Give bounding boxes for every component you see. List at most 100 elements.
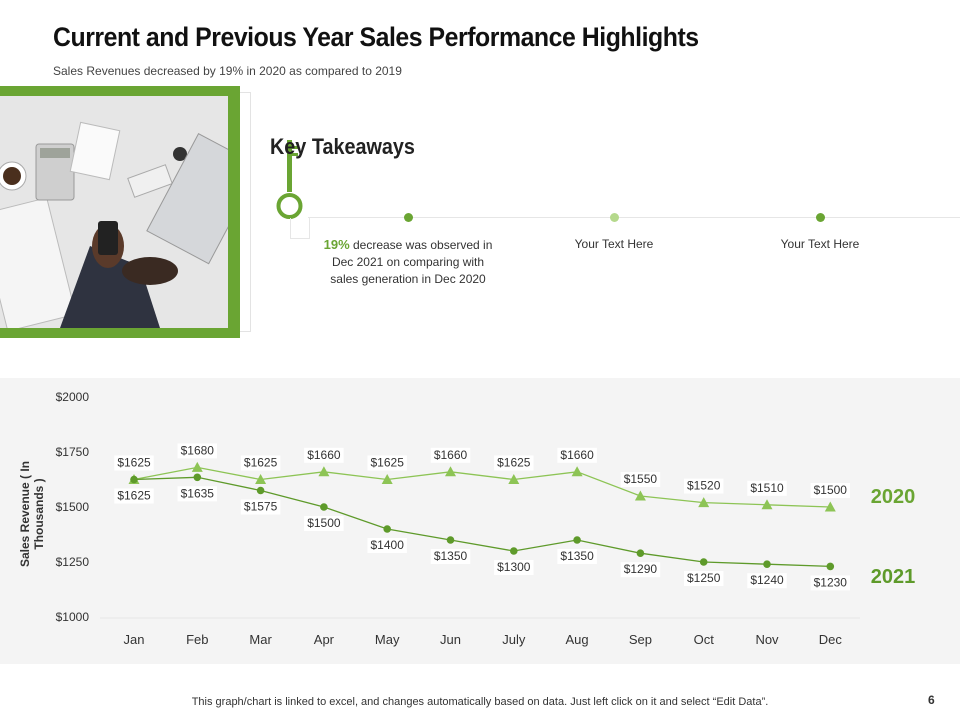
data-label-2020: $1500 <box>814 483 848 497</box>
x-tick-label: May <box>375 632 400 647</box>
data-point-2021 <box>699 558 708 566</box>
data-label-bg <box>240 499 281 515</box>
data-label-2021: $1500 <box>307 516 341 530</box>
data-label-2020: $1510 <box>750 481 784 495</box>
data-point-2021 <box>446 536 455 544</box>
data-point-2020 <box>255 474 267 484</box>
takeaways-title: Key Takeaways <box>270 134 415 159</box>
data-label-2020: $1625 <box>371 456 405 470</box>
takeaway-text-3: Your Text Here <box>780 237 860 251</box>
data-label-2020: $1660 <box>307 448 341 462</box>
key-icon <box>276 140 303 219</box>
x-tick-label: Nov <box>755 632 779 647</box>
data-label-2021: $1300 <box>497 560 531 574</box>
data-point-2020 <box>761 499 773 510</box>
data-label-bg <box>240 455 281 471</box>
y-tick-label: $1250 <box>56 555 90 569</box>
data-point-2021 <box>320 503 328 511</box>
data-point-2020 <box>381 474 393 484</box>
data-point-2020 <box>571 466 583 477</box>
page-title: Current and Previous Year Sales Performa… <box>53 22 699 52</box>
data-label-bg <box>747 573 787 589</box>
takeaway-text-1: 19% decrease was observed in Dec 2021 on… <box>323 237 493 286</box>
x-tick-label: Aug <box>566 632 589 647</box>
data-label-2020: $1625 <box>244 456 278 470</box>
takeaways-divider <box>308 217 960 218</box>
x-tick-label: Dec <box>819 632 843 647</box>
data-label-bg <box>367 455 407 471</box>
takeaways-box <box>290 218 310 239</box>
data-label-2021: $1350 <box>434 549 468 563</box>
data-point-2020 <box>445 466 456 477</box>
data-label-bg <box>177 486 218 502</box>
data-label-2021: $1230 <box>814 575 848 589</box>
data-point-2021 <box>763 560 771 568</box>
chart-background <box>0 378 960 664</box>
x-tick-label: Sep <box>629 632 652 647</box>
x-tick-label: Feb <box>186 632 208 647</box>
x-tick-label: July <box>502 632 526 647</box>
data-label-2021: $1350 <box>560 549 594 563</box>
data-point-2020 <box>191 461 203 472</box>
data-label-2020: $1660 <box>560 448 594 462</box>
data-point-2020 <box>698 497 710 508</box>
x-tick-label: Oct <box>694 632 715 647</box>
takeaway-dot-1 <box>404 213 413 222</box>
data-point-2021 <box>193 473 202 482</box>
data-label-bg <box>620 562 661 578</box>
data-label-2020: $1625 <box>497 456 531 470</box>
data-label-2021: $1250 <box>687 571 721 585</box>
x-tick-label: Apr <box>314 632 335 647</box>
data-label-bg <box>810 575 851 591</box>
data-point-2021 <box>256 486 265 495</box>
takeaway-text-2: Your Text Here <box>574 237 654 251</box>
data-label-bg <box>557 447 597 463</box>
data-label-bg <box>430 447 471 463</box>
data-label-2020: $1680 <box>181 443 215 457</box>
page-number: 6 <box>928 693 935 707</box>
data-label-2021: $1240 <box>750 573 784 587</box>
data-label-bg <box>304 447 344 463</box>
data-label-2021: $1290 <box>624 562 658 576</box>
data-point-2021 <box>573 536 581 544</box>
data-label-bg <box>114 488 154 504</box>
data-label-bg <box>683 478 724 494</box>
data-label-bg <box>494 560 534 575</box>
series-line-2021 <box>133 476 831 568</box>
takeaway-dot-2 <box>610 213 619 222</box>
data-point-2020 <box>824 501 836 512</box>
data-label-bg <box>430 549 471 564</box>
data-label-bg <box>494 455 534 471</box>
data-label-bg <box>683 571 724 586</box>
data-point-2020 <box>318 466 330 477</box>
y-tick-label: $1500 <box>56 500 90 514</box>
data-label-bg <box>747 480 787 496</box>
series-line-2020 <box>133 466 831 508</box>
data-label-2020: $1625 <box>117 456 151 470</box>
data-label-bg <box>177 443 218 459</box>
takeaway-dot-3 <box>816 213 825 222</box>
data-point-2021 <box>510 547 518 555</box>
data-label-2020: $1660 <box>434 448 468 462</box>
data-label-2021: $1635 <box>181 486 215 500</box>
page-subtitle: Sales Revenues decreased by 19% in 2020 … <box>53 64 402 78</box>
y-tick-label: $1750 <box>56 445 90 459</box>
desk-photo <box>0 96 228 328</box>
x-tick-label: Jan <box>124 632 145 647</box>
data-point-2020 <box>634 490 646 501</box>
data-label-2021: $1625 <box>117 489 151 503</box>
data-label-bg <box>557 549 597 564</box>
data-label-2020: $1520 <box>687 479 721 493</box>
x-tick-label: Jun <box>440 632 461 647</box>
data-label-bg <box>114 455 154 471</box>
data-point-2021 <box>383 525 392 533</box>
data-point-2021 <box>636 549 645 557</box>
y-tick-label: $1000 <box>56 610 90 624</box>
footer-note: This graph/chart is linked to excel, and… <box>191 696 769 708</box>
data-point-2021 <box>826 562 835 571</box>
data-label-2021: $1575 <box>244 500 278 514</box>
takeaway-highlight: 19% <box>323 237 350 252</box>
data-label-2020: $1550 <box>624 472 658 486</box>
y-tick-label: $2000 <box>56 390 90 404</box>
data-label-bg <box>367 538 407 553</box>
